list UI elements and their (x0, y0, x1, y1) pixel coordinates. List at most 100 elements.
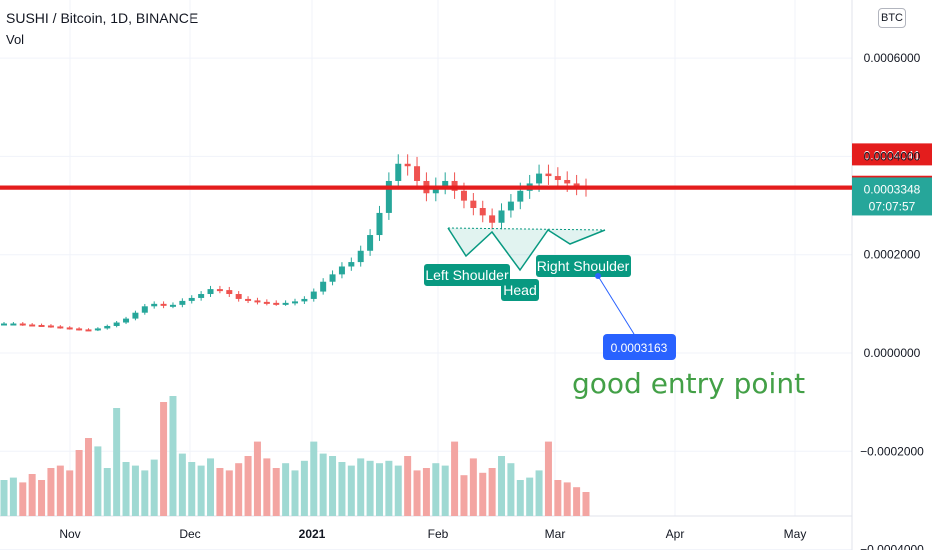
volume-bar (216, 468, 224, 516)
volume-bar (329, 456, 337, 516)
candle (188, 297, 195, 301)
volume-bar (516, 480, 524, 516)
candle (254, 300, 261, 303)
volume-bar (469, 458, 477, 516)
svg-text:Head: Head (503, 282, 536, 298)
volume-bar (432, 463, 440, 516)
candle (329, 274, 336, 282)
candle (169, 304, 176, 307)
volume-bar (357, 458, 365, 516)
pattern-outline (447, 227, 606, 272)
x-tick-label: Apr (666, 527, 685, 541)
volume-bar (413, 470, 421, 516)
y-tick-label: −0.0002000 (860, 444, 924, 458)
volume-bar (394, 465, 402, 516)
volume-bar (75, 450, 83, 516)
candle (348, 262, 355, 267)
candle (367, 235, 374, 251)
currency-button[interactable]: BTC (878, 8, 906, 28)
candle (66, 327, 73, 330)
candle (357, 250, 364, 263)
candle (273, 302, 280, 305)
candle (395, 163, 402, 181)
volume-bar (507, 463, 515, 516)
volume-bar (385, 460, 393, 516)
candle (10, 323, 17, 326)
x-tick-label: 2021 (299, 527, 326, 541)
candle (245, 298, 252, 301)
candle (160, 303, 167, 306)
volume-bar (282, 463, 290, 516)
volume-bar (347, 465, 355, 516)
volume-bar (113, 408, 121, 516)
price-level-badge (852, 143, 932, 166)
candle (57, 326, 64, 329)
volume-bar (498, 456, 506, 516)
head-label: Head (501, 279, 539, 301)
volume-bar (56, 465, 64, 516)
volume-label: Vol (6, 32, 25, 47)
candle (573, 183, 580, 187)
x-tick-label: Feb (428, 527, 449, 541)
candle (376, 212, 383, 236)
left-shoulder-label: Left Shoulder (424, 264, 510, 286)
volume-bar (554, 480, 562, 516)
x-tick-label: Dec (179, 527, 200, 541)
volume-bar (488, 468, 496, 516)
pattern-fill (448, 228, 605, 270)
candle (29, 324, 36, 327)
volume-bar (375, 463, 383, 516)
candle (310, 291, 317, 299)
volume-bar (94, 446, 102, 516)
candle (489, 215, 496, 223)
volume-bar (253, 441, 261, 516)
candle (470, 200, 477, 209)
volume-bar (404, 456, 412, 516)
volume-bar (441, 465, 449, 516)
candle (47, 325, 54, 328)
volume-bar (479, 472, 487, 516)
svg-text:Right Shoulder: Right Shoulder (537, 258, 630, 274)
y-tick-label: 0.0006000 (864, 51, 921, 65)
candle (85, 329, 92, 332)
candle (320, 281, 327, 292)
volume-bar (9, 477, 17, 516)
volume-bar (103, 468, 111, 516)
volume-bar (291, 470, 299, 516)
volume-bar (422, 468, 430, 516)
last-price-badge (852, 177, 932, 216)
candle (507, 201, 514, 211)
candle (479, 208, 486, 216)
volume-bar (272, 468, 280, 516)
candle (442, 180, 449, 186)
candle (554, 176, 561, 180)
x-tick-label: May (784, 527, 807, 541)
price-level-label: 0.0004041 (864, 148, 921, 162)
volume-bar (131, 465, 139, 516)
chart-title: SUSHI / Bitcoin, 1D, BINANCE (6, 10, 199, 26)
price-axis[interactable]: 0.00080000.00060000.00040000.00020000.00… (860, 0, 924, 550)
countdown-label: 07:07:57 (869, 199, 916, 213)
candle (216, 289, 223, 292)
right-shoulder-label: Right Shoulder (536, 255, 631, 277)
candle (113, 322, 120, 326)
volume-bar (178, 453, 186, 516)
volume-bar (300, 460, 308, 516)
volume-bar (366, 460, 374, 516)
candle (564, 179, 571, 184)
candle (38, 324, 45, 327)
candle (141, 306, 148, 313)
y-tick-label: 0.0000000 (864, 346, 921, 360)
volume-bar (319, 453, 327, 516)
volume-bar (160, 402, 168, 516)
time-axis[interactable]: Nov Dec 2021 Feb Mar Apr May (59, 527, 806, 541)
candle (235, 294, 242, 299)
x-tick-label: Mar (545, 527, 566, 541)
volume-bar (526, 477, 534, 516)
candle (292, 301, 298, 304)
volume-bar (263, 458, 271, 516)
svg-text:Left Shoulder: Left Shoulder (425, 267, 509, 283)
volume-bar (66, 470, 74, 516)
target-callout: 0.0003163 (595, 273, 676, 360)
